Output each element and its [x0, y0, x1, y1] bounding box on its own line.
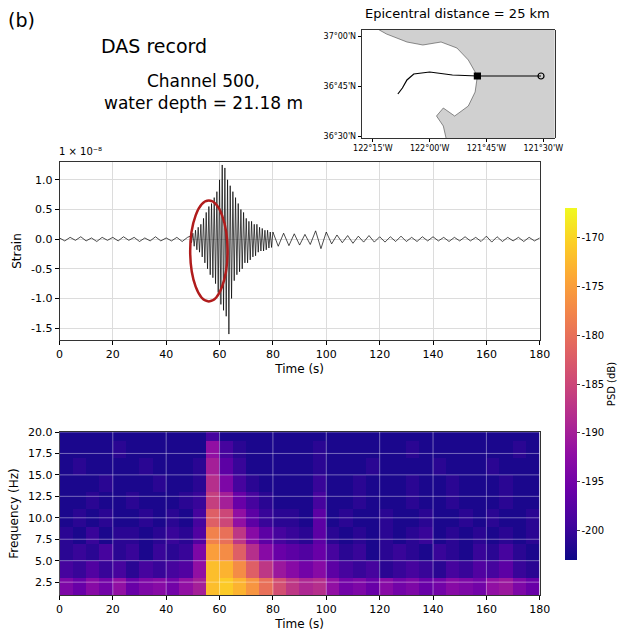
svg-text:-0.5: -0.5: [31, 263, 52, 276]
svg-text:120: 120: [369, 348, 390, 361]
svg-text:121°45'W: 121°45'W: [467, 144, 507, 153]
svg-text:-170: -170: [582, 232, 605, 243]
svg-text:20: 20: [106, 348, 120, 361]
svg-text:60: 60: [213, 348, 227, 361]
svg-text:-200: -200: [582, 525, 605, 536]
svg-text:36°30'N: 36°30'N: [324, 132, 357, 141]
svg-text:2.5: 2.5: [35, 576, 53, 589]
svg-text:15.0: 15.0: [28, 469, 53, 482]
svg-text:-1.0: -1.0: [31, 292, 52, 305]
svg-text:DAS record: DAS record: [101, 35, 207, 57]
svg-text:0: 0: [56, 603, 63, 616]
svg-text:Time (s): Time (s): [274, 617, 324, 631]
svg-text:Channel 500,water depth = 21.1: Channel 500,water depth = 21.18 m: [104, 71, 303, 113]
svg-text:40: 40: [159, 603, 173, 616]
svg-text:60: 60: [213, 603, 227, 616]
svg-text:-1.5: -1.5: [31, 322, 52, 335]
svg-text:1 × 10⁻⁸: 1 × 10⁻⁸: [59, 146, 102, 157]
svg-text:0.5: 0.5: [35, 203, 53, 216]
svg-text:180: 180: [529, 348, 550, 361]
svg-text:100: 100: [316, 348, 337, 361]
svg-text:5.0: 5.0: [35, 555, 53, 568]
svg-text:122°15'W: 122°15'W: [353, 144, 393, 153]
svg-text:0: 0: [56, 348, 63, 361]
svg-text:Epicentral distance = 25 km: Epicentral distance = 25 km: [365, 6, 550, 21]
svg-text:-190: -190: [582, 427, 605, 438]
svg-text:36°45'N: 36°45'N: [324, 82, 357, 91]
svg-text:20: 20: [106, 603, 120, 616]
svg-text:12.5: 12.5: [28, 490, 53, 503]
svg-text:160: 160: [476, 603, 497, 616]
svg-text:20.0: 20.0: [28, 426, 53, 439]
svg-text:17.5: 17.5: [28, 447, 53, 460]
svg-text:121°30'W: 121°30'W: [523, 144, 563, 153]
svg-text:-185: -185: [582, 379, 605, 390]
svg-text:Frequency (Hz): Frequency (Hz): [7, 468, 21, 559]
svg-text:0.0: 0.0: [35, 233, 53, 246]
svg-text:PSD (dB): PSD (dB): [606, 362, 617, 406]
svg-text:-175: -175: [582, 281, 605, 292]
svg-text:100: 100: [316, 603, 337, 616]
svg-text:Strain: Strain: [10, 233, 24, 269]
svg-text:140: 140: [423, 348, 444, 361]
svg-text:-195: -195: [582, 476, 605, 487]
svg-text:7.5: 7.5: [35, 533, 53, 546]
svg-text:(b): (b): [8, 9, 35, 31]
svg-text:40: 40: [159, 348, 173, 361]
svg-text:37°00'N: 37°00'N: [324, 32, 357, 41]
svg-text:-180: -180: [582, 330, 605, 341]
svg-text:180: 180: [529, 603, 550, 616]
svg-text:1.0: 1.0: [35, 174, 53, 187]
svg-text:122°00'W: 122°00'W: [410, 144, 450, 153]
svg-text:10.0: 10.0: [28, 512, 53, 525]
svg-text:80: 80: [266, 603, 280, 616]
svg-text:120: 120: [369, 603, 390, 616]
svg-text:160: 160: [476, 348, 497, 361]
svg-text:Time (s): Time (s): [274, 362, 324, 376]
svg-text:140: 140: [423, 603, 444, 616]
svg-text:80: 80: [266, 348, 280, 361]
